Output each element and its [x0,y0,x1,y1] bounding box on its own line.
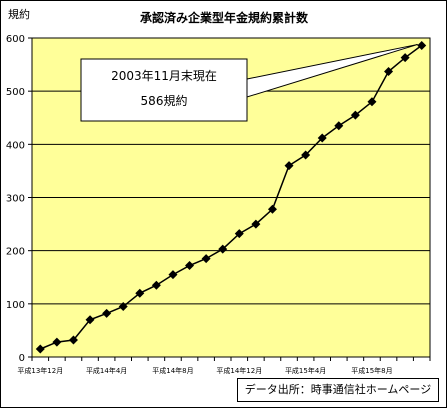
data-point [267,204,277,214]
data-point [301,150,311,160]
data-point [151,280,161,290]
data-point [367,97,377,107]
data-point [384,66,394,76]
x-tick-label: 平成14年12月 [216,366,262,375]
y-axis-label: 規約 [8,7,30,21]
data-point [334,121,344,131]
data-point [201,254,211,264]
x-axis-ticks: 平成13年12月 平成14年4月 平成14年8月 平成14年12月 平成15年4月 平成1… [17,357,431,375]
data-point [251,219,261,229]
series-1 [35,40,427,354]
data-point [350,110,360,120]
data-point [102,308,112,318]
data-point [168,270,178,280]
y-tick-label: 200 [6,247,25,258]
y-tick-label: 100 [6,300,25,311]
x-tick-label: 平成14年8月 [152,366,193,375]
callout-line-2: 586規約 [141,93,188,108]
annotation-callout: 2003年11月末現在 586規約 [80,43,418,122]
data-point [85,315,95,325]
x-tick-label: 平成14年4月 [86,366,127,375]
data-point [35,344,45,354]
data-source-note: データ出所：時事通信社ホームページ [237,378,439,402]
callout-line-1: 2003年11月末現在 [111,69,217,83]
x-tick-label: 平成15年4月 [285,366,326,375]
data-point [52,337,62,347]
x-tick-label: 平成15年8月 [351,366,392,375]
data-point [417,40,427,50]
callout-box [80,58,248,122]
y-tick-label: 400 [6,140,25,151]
chart-title: 承認済み企業型年金規約累計数 [140,10,309,25]
y-tick-label: 300 [6,194,25,205]
y-axis-ticks: 0 100 200 300 400 500 600 [6,34,32,364]
data-point [218,244,228,254]
data-point [317,133,327,143]
data-point [135,288,145,298]
data-point [185,261,195,271]
y-tick-label: 500 [6,87,25,98]
y-tick-label: 600 [6,34,25,45]
data-point [284,161,294,171]
data-point [118,301,128,311]
y-tick-label: 0 [19,353,25,364]
data-point [234,229,244,239]
data-point [400,53,410,63]
x-tick-label: 平成13年12月 [17,366,63,375]
data-point [68,335,78,345]
